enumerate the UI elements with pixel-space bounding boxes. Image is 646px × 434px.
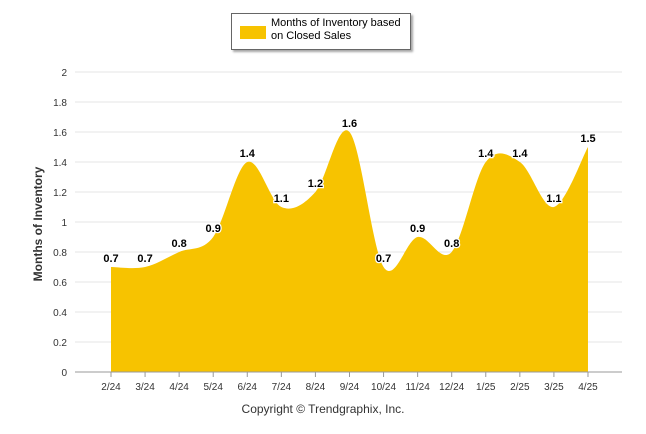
x-tick-label: 3/24 <box>135 382 155 393</box>
data-label: 0.7 <box>376 253 391 265</box>
data-label: 1.2 <box>308 178 323 190</box>
x-tick-label: 12/24 <box>439 382 464 393</box>
data-label: 1.6 <box>342 118 357 130</box>
data-labels: 0.7 0.7 0.8 0.9 1.4 1.1 1.2 1.6 0.7 0.9 0.8 1.4 1.4 1… <box>102 117 597 267</box>
legend-swatch <box>240 26 266 39</box>
x-axis: 2/24 3/24 4/24 5/24 6/24 7/24 8/24 9/24 10/24 11/… <box>75 371 622 393</box>
data-label: 0.8 <box>171 238 186 250</box>
y-tick-label: 0.2 <box>53 338 67 349</box>
data-label: 1.4 <box>478 148 494 160</box>
x-tick-label: 5/24 <box>203 382 223 393</box>
y-axis-title: Months of Inventory <box>31 166 45 282</box>
x-tick-label: 7/24 <box>272 382 292 393</box>
y-tick-label: 0.6 <box>53 278 67 289</box>
x-tick-label: 1/25 <box>476 382 496 393</box>
x-tick-label: 2/24 <box>101 382 121 393</box>
data-label: 1.1 <box>274 193 289 205</box>
x-tick-label: 8/24 <box>306 382 326 393</box>
legend: Months of Inventory based on Closed Sale… <box>231 13 411 50</box>
x-tick-label: 9/24 <box>340 382 360 393</box>
data-label: 0.9 <box>206 223 221 235</box>
series-area-fill <box>111 130 588 372</box>
y-axis: 0 0.2 0.4 0.6 0.8 1 1.2 1.4 1.6 1.8 2 <box>53 68 67 379</box>
y-tick-label: 0.4 <box>53 308 67 319</box>
data-label: 0.9 <box>410 223 425 235</box>
y-tick-label: 1.6 <box>53 128 67 139</box>
data-label: 1.4 <box>240 148 256 160</box>
x-tick-label: 4/25 <box>578 382 598 393</box>
x-tick-label: 6/24 <box>238 382 258 393</box>
y-tick-label: 1.2 <box>53 188 67 199</box>
x-tick-label: 3/25 <box>544 382 564 393</box>
data-label: 1.1 <box>546 193 561 205</box>
data-label: 0.7 <box>137 253 152 265</box>
x-tick-label: 4/24 <box>169 382 189 393</box>
copyright-footer: Copyright © Trendgraphix, Inc. <box>241 402 405 416</box>
data-label: 0.7 <box>103 253 118 265</box>
x-tick-label: 2/25 <box>510 382 530 393</box>
x-tick-label: 11/24 <box>405 382 430 393</box>
y-tick-label: 2 <box>61 68 67 79</box>
x-tick-label: 10/24 <box>371 382 396 393</box>
y-tick-label: 0 <box>61 368 67 379</box>
y-tick-label: 1.8 <box>53 98 67 109</box>
data-label: 1.5 <box>580 133 595 145</box>
series-area <box>111 130 588 372</box>
data-label: 0.8 <box>444 238 459 250</box>
legend-label: Months of Inventory based on Closed Sale… <box>271 17 401 42</box>
data-label: 1.4 <box>512 148 528 160</box>
y-tick-label: 1.4 <box>53 158 67 169</box>
y-tick-label: 1 <box>61 218 67 229</box>
y-tick-label: 0.8 <box>53 248 67 259</box>
